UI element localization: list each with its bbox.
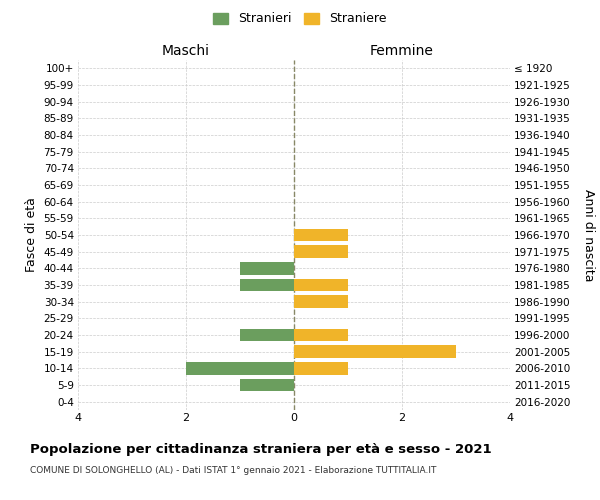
Bar [294, 279, 348, 291]
Bar [294, 329, 348, 341]
Bar [240, 279, 294, 291]
Bar [294, 346, 456, 358]
Legend: Stranieri, Straniere: Stranieri, Straniere [209, 8, 391, 29]
Bar [240, 262, 294, 274]
Bar [240, 379, 294, 391]
Text: Maschi: Maschi [162, 44, 210, 58]
Bar [294, 229, 348, 241]
Bar [240, 329, 294, 341]
Text: COMUNE DI SOLONGHELLO (AL) - Dati ISTAT 1° gennaio 2021 - Elaborazione TUTTITALI: COMUNE DI SOLONGHELLO (AL) - Dati ISTAT … [30, 466, 436, 475]
Bar [294, 362, 348, 374]
Text: Femmine: Femmine [370, 44, 434, 58]
Text: Popolazione per cittadinanza straniera per età e sesso - 2021: Popolazione per cittadinanza straniera p… [30, 442, 491, 456]
Bar [294, 246, 348, 258]
Bar [294, 296, 348, 308]
Bar [186, 362, 294, 374]
Y-axis label: Anni di nascita: Anni di nascita [582, 188, 595, 281]
Y-axis label: Fasce di età: Fasce di età [25, 198, 38, 272]
